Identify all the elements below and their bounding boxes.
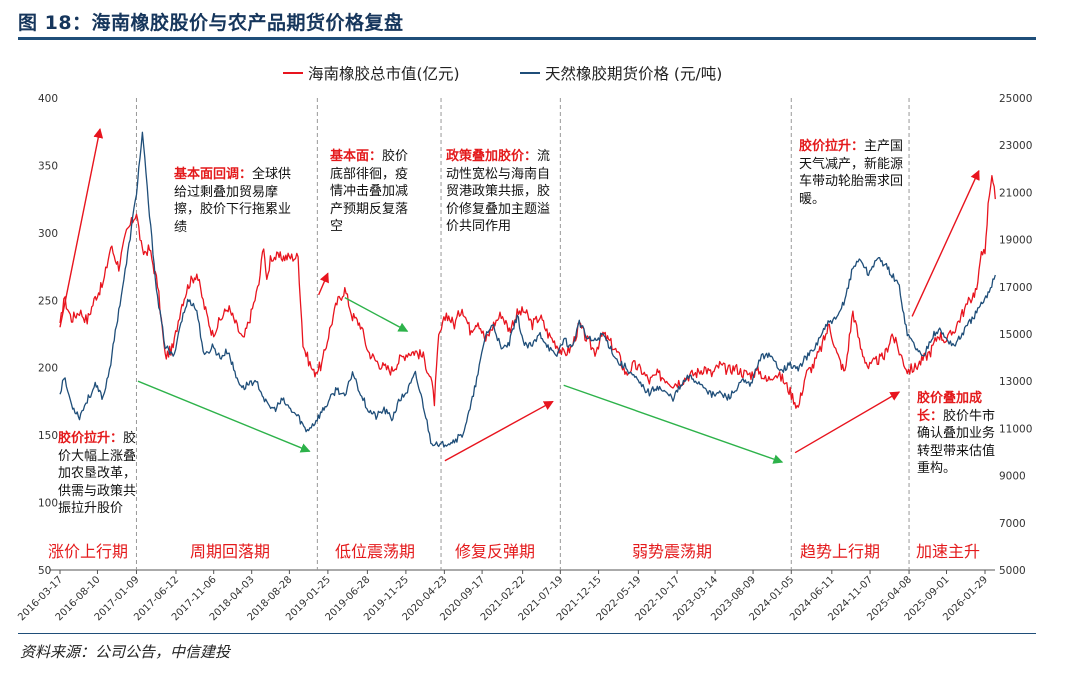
right-tick-label: 17000 [999,282,1032,294]
annotation-5-title: 胶价拉升： [799,139,865,154]
source-note: 资料来源：公司公告，中信建投 [20,643,231,661]
figure-title: 图 18：海南橡胶股价与农产品期货价格复盘 [18,12,404,34]
series-line-2 [59,131,996,448]
up-trend-arrow [59,128,104,328]
annotation-3-title: 基本面： [330,149,383,164]
up-trend-arrow [794,391,901,454]
phase-label-2: 周期回落期 [190,542,271,561]
annotation-5-text: 主产国天气减产，新能源车带动轮胎需求回暖。 [799,139,904,207]
up-trend-arrow [444,400,554,462]
footer-rule [18,633,1036,634]
chart-canvas: 海南橡胶总市值(亿元) 天然橡胶期货价格 (元/吨) 50 100 150 200 25… [16,65,1032,623]
down-trend-arrow [344,296,409,332]
phase-label-4: 修复反弹期 [455,542,536,561]
phase-label-3: 低位震荡期 [335,542,416,561]
annotation-6-title: 胶价叠加成长： [917,391,983,424]
title-rule [18,37,1036,40]
left-tick-label: 150 [38,430,58,442]
annotation-1: 胶价拉升：胶价大幅上涨叠加农垦改革，供需与政策共振拉升股价 [58,430,144,518]
legend-label-market-cap: 海南橡胶总市值(亿元) [308,65,460,83]
right-tick-label: 25000 [999,93,1032,105]
right-tick-label: 9000 [999,471,1026,483]
up-trend-arrow [911,169,980,317]
annotation-1-text: 胶价大幅上涨叠加农垦改革，供需与政策共振拉升股价 [58,431,137,516]
left-tick-label: 200 [38,363,58,375]
x-axis: 2016-03-172016-08-102017-01-092017-06-12… [16,570,990,623]
left-tick-label: 350 [38,160,58,172]
down-trend-arrow [563,384,784,464]
annotation-2-text: 全球供给过剩叠加贸易摩擦，胶价下行拖累业绩 [174,167,292,235]
series-lines [59,131,996,448]
down-trend-arrow [137,380,311,453]
annotation-6: 胶价叠加成长：胶价牛市确认叠加业务转型带来估值重构。 [917,390,997,478]
right-tick-label: 15000 [999,329,1032,341]
phase-label-1: 涨价上行期 [48,542,129,561]
annotation-1-title: 胶价拉升： [58,431,124,446]
phase-label-6: 趋势上行期 [800,542,881,561]
right-tick-label: 23000 [999,140,1032,152]
left-tick-label: 100 [38,498,58,510]
right-tick-label: 19000 [999,235,1032,247]
right-tick-label: 21000 [999,187,1032,199]
left-tick-label: 50 [38,565,51,577]
annotation-3: 基本面：胶价底部徘徊，疫情冲击叠加减产预期反复落空 [330,148,410,236]
up-trend-arrow [317,272,329,296]
legend-label-futures: 天然橡胶期货价格 (元/吨) [545,65,722,83]
phase-label-7: 加速主升 [916,542,981,561]
right-tick-label: 7000 [999,518,1026,530]
series-line-1 [59,175,996,409]
annotation-2-title: 基本面回调： [174,167,253,182]
trend-arrows [59,128,980,464]
right-tick-label: 13000 [999,376,1032,388]
legend: 海南橡胶总市值(亿元) 天然橡胶期货价格 (元/吨) [283,65,722,83]
right-axis: 5000 7000 9000 11000 13000 15000 17000 19000 210… [999,93,1032,577]
annotation-3-text: 胶价底部徘徊，疫情冲击叠加减产预期反复落空 [330,149,409,234]
annotation-4-text: 流动性宽松与海南自贸港政策共振，胶价修复叠加主题溢价共同作用 [446,149,551,234]
annotation-4: 政策叠加胶价：流动性宽松与海南自贸港政策共振，胶价修复叠加主题溢价共同作用 [446,148,554,236]
left-tick-label: 400 [38,93,58,105]
annotation-5: 胶价拉升：主产国天气减产，新能源车带动轮胎需求回暖。 [799,138,909,208]
phase-label-5: 弱势震荡期 [632,542,713,561]
left-tick-label: 300 [38,228,58,240]
left-axis: 50 100 150 200 250 300 350 400 [38,93,58,577]
annotation-6-text: 胶价牛市确认叠加业务转型带来估值重构。 [917,408,996,477]
left-tick-label: 250 [38,295,58,307]
phase-dividers [135,98,910,570]
annotation-4-title: 政策叠加胶价： [446,149,538,164]
right-tick-label: 5000 [999,565,1026,577]
annotation-2: 基本面回调：全球供给过剩叠加贸易摩擦，胶价下行拖累业绩 [174,166,302,236]
right-tick-label: 11000 [999,423,1032,435]
